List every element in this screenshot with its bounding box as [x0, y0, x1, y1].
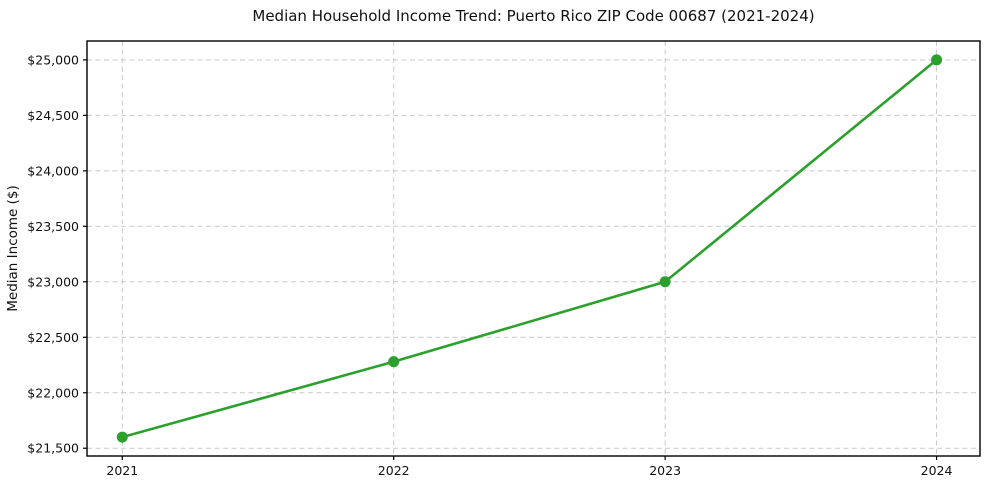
y-tick-label: $22,500	[27, 330, 79, 345]
y-tick-label: $22,000	[27, 385, 79, 400]
y-tick-label: $23,000	[27, 274, 79, 289]
data-point-marker	[659, 276, 671, 288]
data-point-marker	[116, 431, 128, 443]
y-tick-label: $24,500	[27, 108, 79, 123]
plot-border	[86, 40, 981, 457]
x-tick-label: 2021	[106, 463, 138, 478]
y-tick-label: $23,500	[27, 219, 79, 234]
x-tick-label: 2024	[921, 463, 953, 478]
chart-title: Median Household Income Trend: Puerto Ri…	[252, 7, 815, 25]
x-tick-label: 2022	[378, 463, 410, 478]
y-axis-label: Median Income ($)	[5, 185, 21, 311]
trend-line	[120, 58, 938, 439]
x-tick-label: 2023	[649, 463, 681, 478]
y-tick-label: $25,000	[27, 52, 79, 67]
data-point-marker	[931, 54, 943, 66]
data-point-marker	[388, 356, 400, 368]
y-tick-label: $21,500	[27, 441, 79, 456]
y-tick-label: $24,000	[27, 163, 79, 178]
